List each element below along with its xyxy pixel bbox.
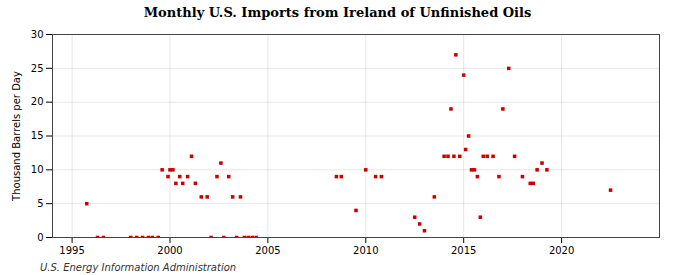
svg-text:5: 5 [37, 198, 43, 209]
svg-text:Thousand Barrels per Day: Thousand Barrels per Day [11, 71, 22, 202]
svg-text:0: 0 [37, 232, 43, 243]
svg-text:2005: 2005 [255, 245, 280, 256]
svg-text:1995: 1995 [59, 245, 84, 256]
svg-text:30: 30 [31, 29, 44, 40]
svg-text:2010: 2010 [353, 245, 378, 256]
svg-text:20: 20 [31, 96, 44, 107]
svg-text:2000: 2000 [157, 245, 182, 256]
html-text:U.S. Energy Information Admini: U.S. Energy Information Administration [40, 262, 237, 273]
svg-text:10: 10 [31, 164, 44, 175]
html-text:Monthly U.S. Imports from Irel: Monthly U.S. Imports from Ireland of Unf… [143, 5, 532, 20]
svg-text:15: 15 [31, 130, 44, 141]
svg-text:2015: 2015 [451, 245, 476, 256]
svg-text:25: 25 [31, 63, 44, 74]
svg-text:2020: 2020 [549, 245, 574, 256]
